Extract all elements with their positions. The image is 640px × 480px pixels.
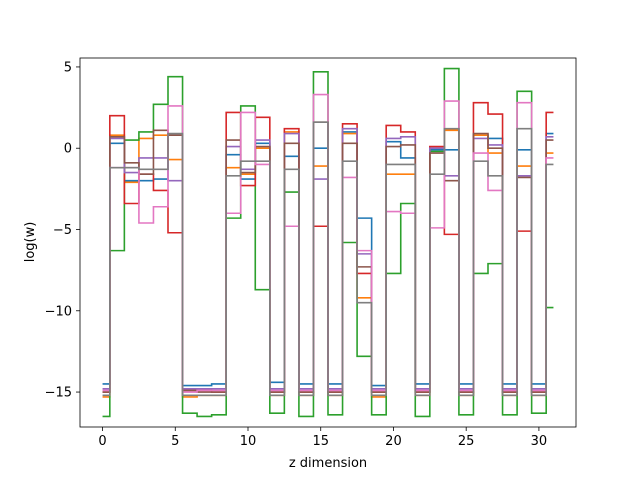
y-tick-label: −5 (53, 223, 72, 238)
y-tick-label: −15 (45, 386, 72, 401)
plot-frame (79, 57, 577, 428)
x-tick-label: 25 (458, 434, 475, 449)
y-tick-label: −10 (45, 304, 72, 319)
y-tick-label: 5 (64, 60, 72, 75)
x-tick-label: 20 (385, 434, 402, 449)
series-layer (102, 67, 554, 418)
x-tick-label: 10 (240, 434, 257, 449)
y-axis-label: log(w) (23, 222, 38, 263)
x-tick-label: 30 (531, 434, 548, 449)
x-tick-label: 0 (98, 434, 106, 449)
x-tick-label: 5 (171, 434, 179, 449)
series-line-8 (102, 121, 554, 397)
y-tick-label: 0 (64, 142, 72, 157)
x-tick-label: 15 (312, 434, 329, 449)
y-axis: 5 0 −5 −10 −15 (45, 60, 80, 401)
x-axis-label: z dimension (289, 456, 367, 471)
x-axis: 0 5 10 15 20 25 30 (98, 427, 547, 449)
